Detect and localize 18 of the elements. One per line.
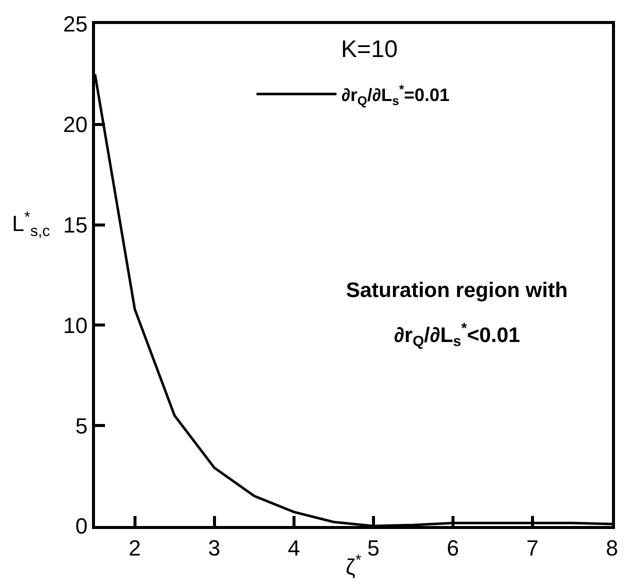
x-tick-label: 3 [208,535,220,560]
x-tick-label: 5 [367,535,380,560]
x-axis-title: ζ$^{*}$ [346,552,362,580]
annotation: Saturation region with [346,279,568,302]
y-tick-label: 5 [75,413,88,438]
annotation: K=10 [341,36,398,63]
x-tick-label: 8 [606,535,618,560]
y-tick-label: 20 [63,112,88,138]
x-tick-label: 7 [526,535,539,560]
y-tick-label: 15 [63,212,88,238]
x-tick-label: 2 [128,535,141,560]
legend-label: ∂r$_{Q}$/∂L$_{s}$$^{*}$=0.01 [342,82,450,108]
y-tick-label: 0 [75,514,88,539]
x-tick-label: 4 [288,535,300,560]
y-tick-label: 10 [63,312,88,338]
y-tick-label: 25 [63,12,88,37]
x-tick-label: 6 [446,535,460,560]
annotation: ∂r$_{Q}$/∂L$_{s}$$^{*}$<0.01 [394,321,520,350]
